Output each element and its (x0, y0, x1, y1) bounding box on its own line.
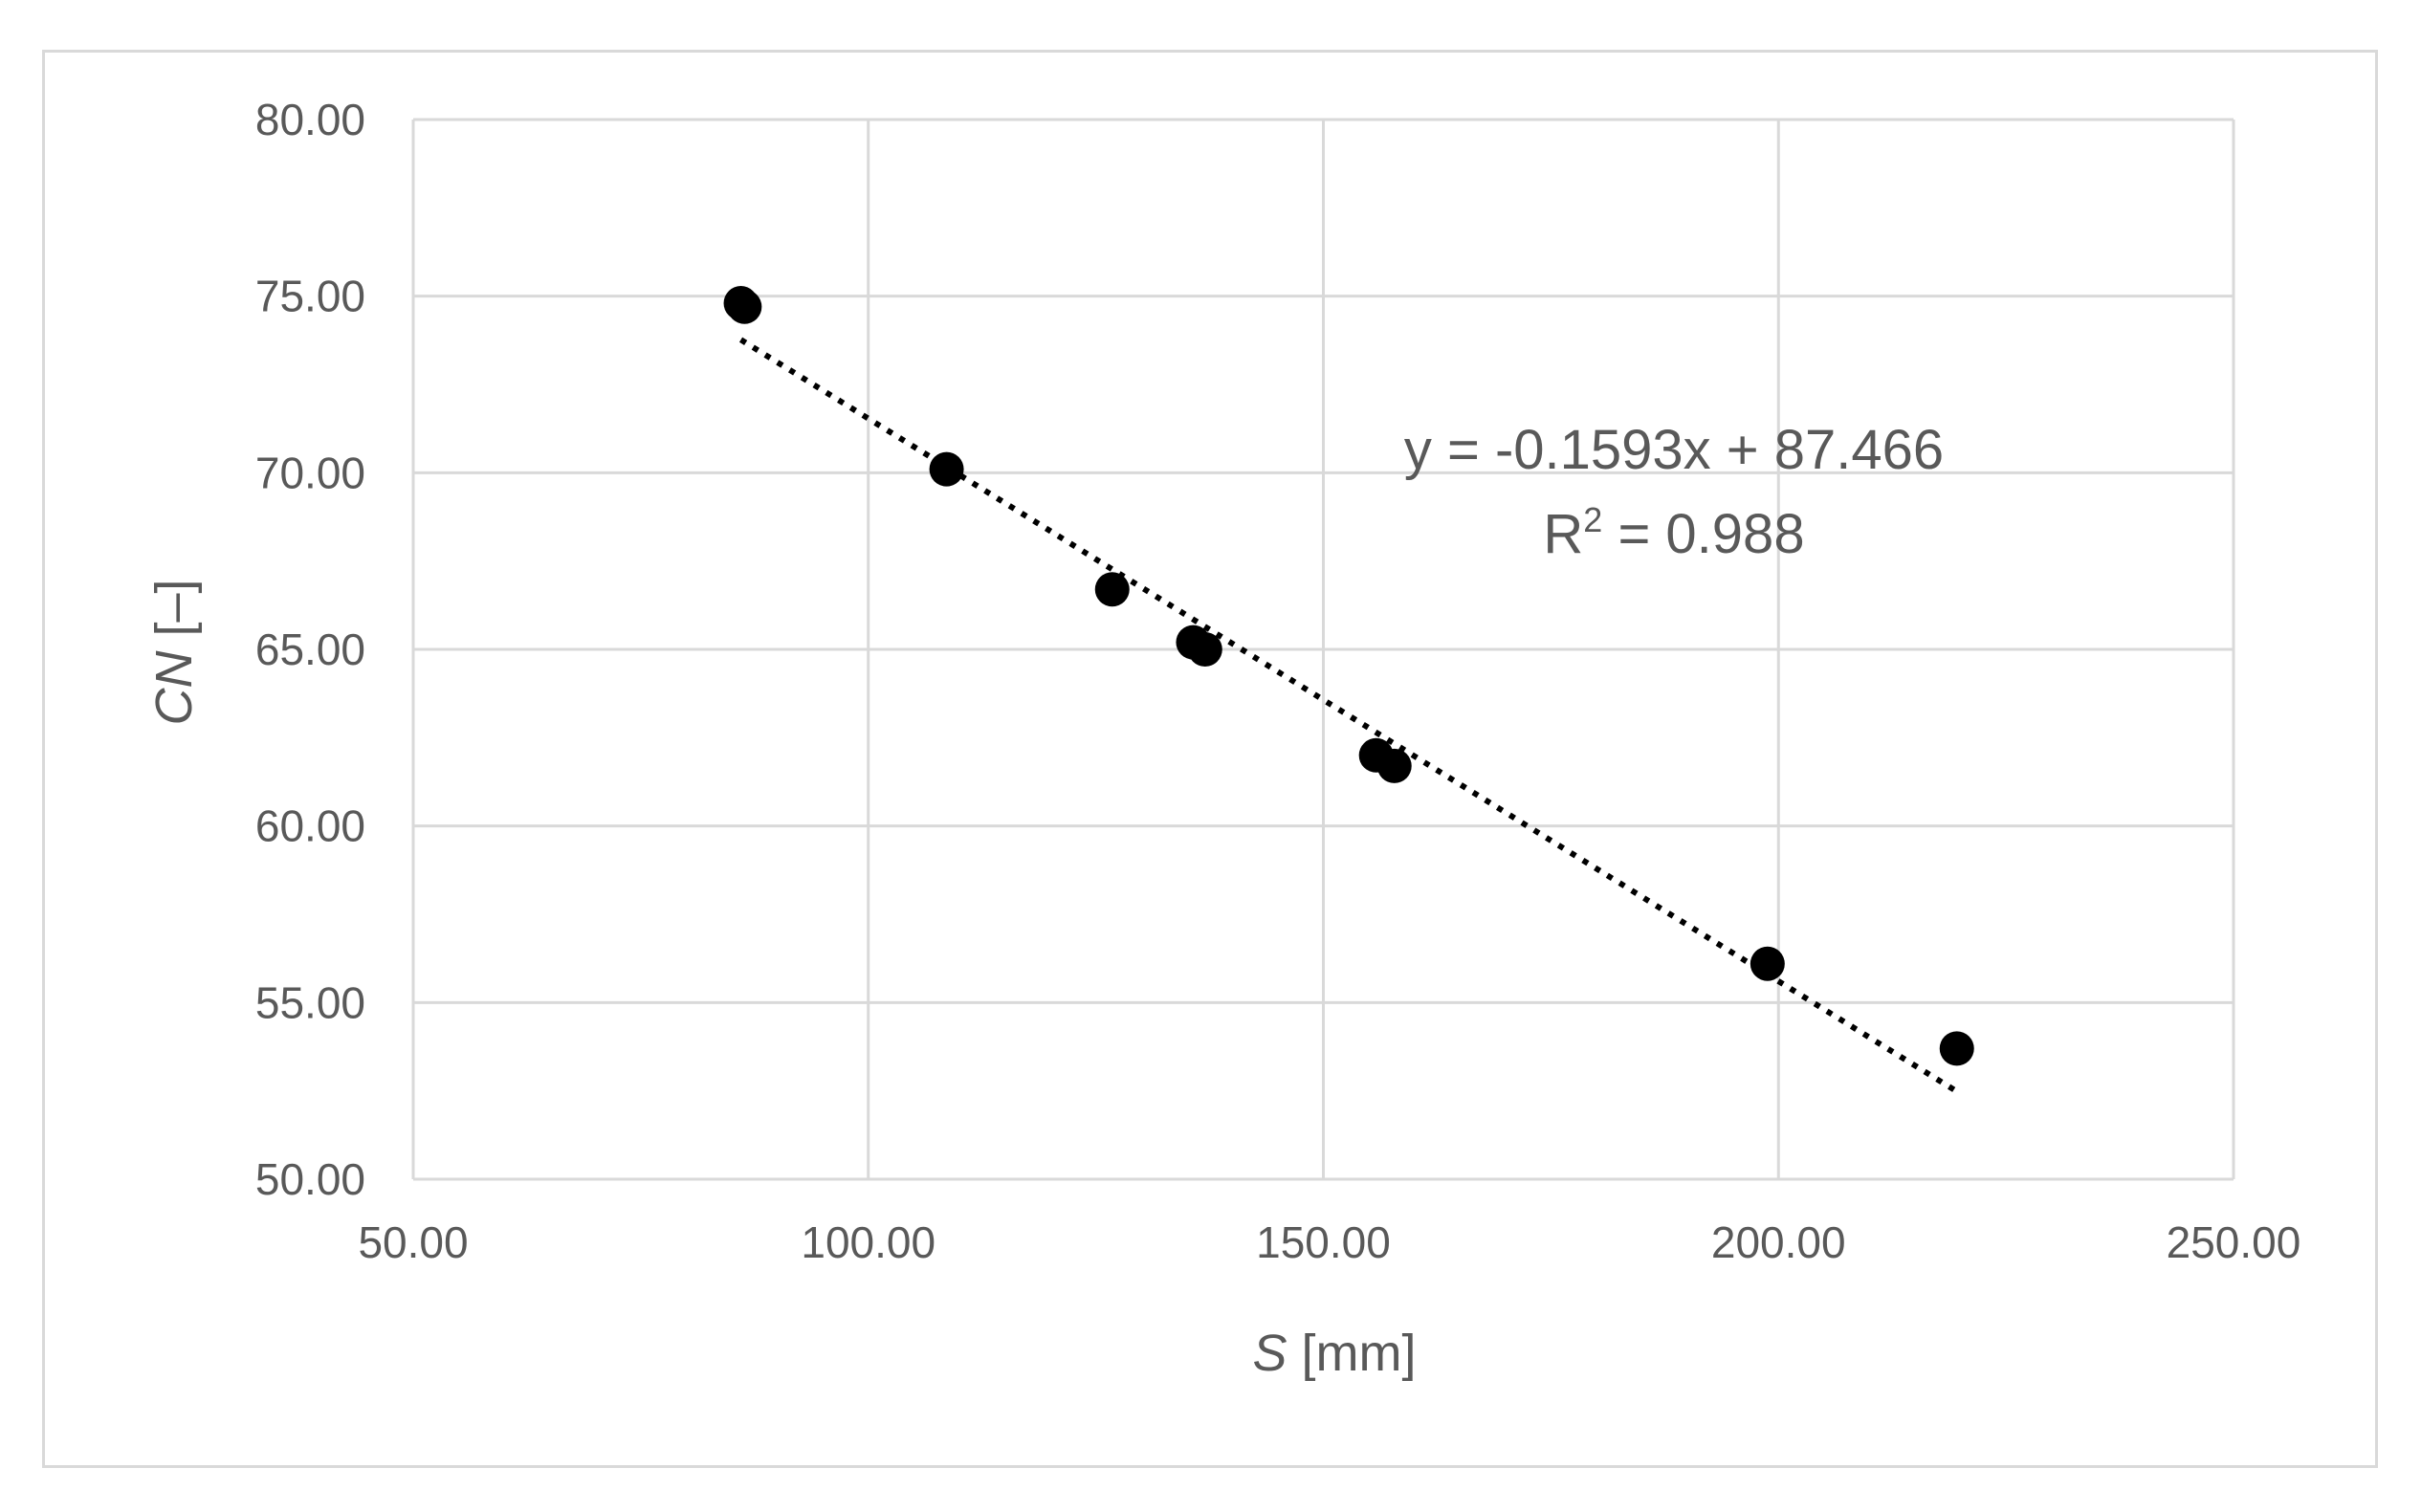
data-point (1094, 572, 1130, 607)
x-axis-title: S [mm] (1252, 1325, 1416, 1382)
x-tick-label: 150.00 (1256, 1217, 1391, 1267)
data-points (723, 286, 1974, 1066)
x-tick-label: 200.00 (1711, 1217, 1846, 1267)
chart-area (42, 50, 2378, 1468)
x-axis-title-italic: S (1252, 1325, 1287, 1382)
r-squared-value: = 0.988 (1602, 503, 1804, 565)
y-tick-label: 55.00 (255, 977, 365, 1027)
data-point (727, 289, 762, 324)
y-tick-label: 65.00 (255, 625, 365, 674)
y-tick-label: 70.00 (255, 448, 365, 497)
y-tick-label: 75.00 (255, 272, 365, 321)
data-point (1750, 946, 1785, 981)
y-axis-title-italic: CN (145, 650, 203, 726)
y-axis-title-unit: [–] (145, 579, 203, 650)
r-squared-superscript: 2 (1583, 500, 1602, 539)
grid-lines (411, 118, 2235, 1181)
trendline-equation: y = -0.1593x + 87.466 (1404, 419, 1944, 481)
data-point (1939, 1031, 1974, 1066)
data-point (929, 451, 964, 487)
x-tick-label: 100.00 (801, 1217, 935, 1267)
y-axis-title: CN [–] (145, 579, 203, 725)
x-tick-label: 50.00 (358, 1217, 468, 1267)
x-axis-title-unit: [mm] (1288, 1325, 1417, 1382)
y-tick-label: 50.00 (255, 1154, 365, 1204)
y-tick-label: 80.00 (255, 95, 365, 144)
y-tick-label: 60.00 (255, 801, 365, 851)
r-squared-label: R2 = 0.988 (1543, 500, 1804, 565)
data-point (1187, 632, 1222, 667)
data-point (1376, 748, 1412, 783)
tick-labels: 50.00 55.00 60.00 65.00 70.00 75.00 80.00 50.00… (255, 95, 2300, 1267)
r-squared-prefix: R (1543, 503, 1583, 565)
x-tick-label: 250.00 (2167, 1217, 2301, 1267)
